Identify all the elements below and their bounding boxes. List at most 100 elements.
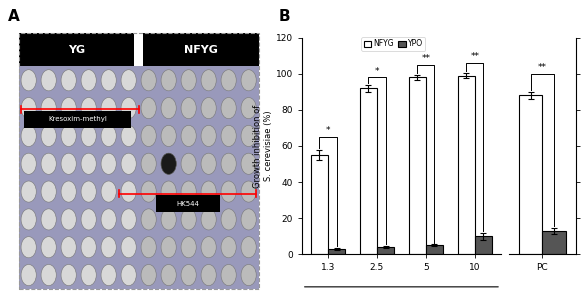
Ellipse shape — [41, 181, 56, 202]
Ellipse shape — [201, 209, 216, 230]
Ellipse shape — [81, 209, 96, 230]
Ellipse shape — [41, 98, 56, 119]
Ellipse shape — [141, 237, 156, 258]
Ellipse shape — [21, 265, 36, 286]
Ellipse shape — [241, 125, 256, 147]
Ellipse shape — [221, 70, 236, 91]
Ellipse shape — [21, 237, 36, 258]
Bar — [409, 77, 426, 254]
Bar — [426, 245, 443, 254]
Ellipse shape — [201, 237, 216, 258]
Ellipse shape — [241, 237, 256, 258]
Ellipse shape — [81, 70, 96, 91]
Text: YG: YG — [68, 45, 85, 55]
Ellipse shape — [181, 181, 196, 202]
Ellipse shape — [81, 125, 96, 147]
Ellipse shape — [221, 265, 236, 286]
Ellipse shape — [221, 237, 236, 258]
Ellipse shape — [201, 70, 216, 91]
Ellipse shape — [141, 265, 156, 286]
Text: A: A — [8, 9, 20, 24]
Ellipse shape — [161, 153, 176, 174]
Ellipse shape — [61, 153, 76, 174]
Text: NFYG: NFYG — [184, 45, 218, 55]
Ellipse shape — [161, 209, 176, 230]
Legend: NFYG, YPO: NFYG, YPO — [362, 37, 425, 51]
Bar — [19, 33, 258, 289]
Text: **: ** — [471, 52, 479, 61]
Ellipse shape — [221, 125, 236, 147]
Text: **: ** — [421, 54, 430, 63]
Y-axis label: Growth inhibition of
S. cerevisiae (%): Growth inhibition of S. cerevisiae (%) — [253, 104, 272, 188]
Bar — [24, 111, 131, 128]
Ellipse shape — [161, 265, 176, 286]
Text: B: B — [278, 9, 290, 24]
Ellipse shape — [161, 153, 176, 174]
Bar — [475, 236, 492, 254]
Ellipse shape — [221, 181, 236, 202]
Ellipse shape — [181, 209, 196, 230]
Ellipse shape — [121, 265, 137, 286]
Ellipse shape — [21, 98, 36, 119]
Ellipse shape — [21, 125, 36, 147]
Ellipse shape — [101, 153, 116, 174]
Ellipse shape — [41, 70, 56, 91]
Ellipse shape — [141, 70, 156, 91]
Ellipse shape — [101, 98, 116, 119]
Bar — [311, 155, 328, 254]
Ellipse shape — [61, 237, 76, 258]
Ellipse shape — [121, 70, 137, 91]
Ellipse shape — [81, 153, 96, 174]
Ellipse shape — [81, 181, 96, 202]
Ellipse shape — [241, 181, 256, 202]
Bar — [458, 76, 475, 254]
Ellipse shape — [241, 209, 256, 230]
Ellipse shape — [141, 181, 156, 202]
Ellipse shape — [121, 98, 137, 119]
Ellipse shape — [181, 153, 196, 174]
Ellipse shape — [61, 181, 76, 202]
Ellipse shape — [161, 98, 176, 119]
Ellipse shape — [141, 98, 156, 119]
Ellipse shape — [181, 125, 196, 147]
Ellipse shape — [241, 98, 256, 119]
Ellipse shape — [101, 181, 116, 202]
Ellipse shape — [141, 125, 156, 147]
Ellipse shape — [21, 209, 36, 230]
Bar — [519, 95, 543, 254]
Ellipse shape — [141, 153, 156, 174]
Ellipse shape — [201, 153, 216, 174]
Ellipse shape — [61, 265, 76, 286]
Bar — [328, 249, 345, 254]
Bar — [360, 88, 377, 254]
Ellipse shape — [201, 265, 216, 286]
Ellipse shape — [161, 181, 176, 202]
Ellipse shape — [61, 209, 76, 230]
Ellipse shape — [121, 153, 137, 174]
Ellipse shape — [81, 237, 96, 258]
Bar — [377, 247, 394, 254]
Ellipse shape — [241, 70, 256, 91]
Ellipse shape — [161, 70, 176, 91]
Ellipse shape — [41, 125, 56, 147]
Bar — [19, 67, 258, 289]
Text: *: * — [374, 67, 379, 76]
Ellipse shape — [41, 153, 56, 174]
Ellipse shape — [101, 125, 116, 147]
Bar — [156, 195, 220, 212]
Ellipse shape — [241, 153, 256, 174]
Ellipse shape — [181, 265, 196, 286]
Ellipse shape — [61, 70, 76, 91]
Ellipse shape — [121, 237, 137, 258]
Ellipse shape — [81, 98, 96, 119]
Ellipse shape — [221, 153, 236, 174]
Ellipse shape — [41, 237, 56, 258]
Ellipse shape — [181, 237, 196, 258]
Ellipse shape — [101, 70, 116, 91]
Ellipse shape — [21, 153, 36, 174]
Text: HK544: HK544 — [176, 200, 199, 206]
Text: Kresoxim-methyl: Kresoxim-methyl — [48, 116, 107, 122]
Ellipse shape — [41, 209, 56, 230]
Ellipse shape — [21, 181, 36, 202]
Text: **: ** — [538, 63, 547, 72]
